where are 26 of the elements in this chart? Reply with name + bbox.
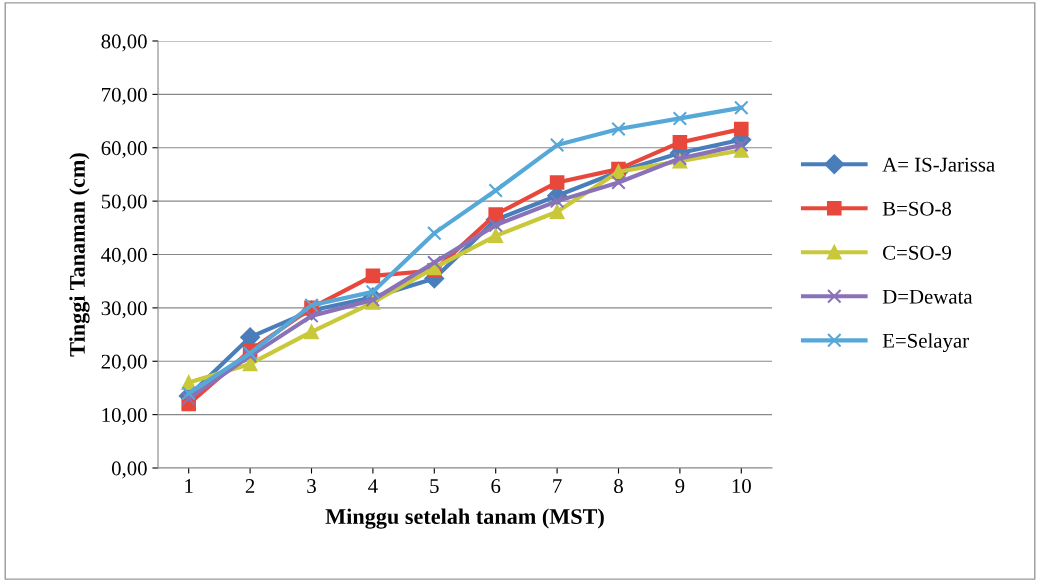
x-tick-label: 8 [614,479,623,494]
y-tick-label: 50,00 [101,194,147,212]
x-tick-label: 5 [430,479,439,494]
y-axis-title: Tinggi Tanaman (cm) [69,153,90,357]
x-tick-label: 10 [732,479,751,494]
x-tick-label: 7 [553,479,562,493]
y-tick-label: 20,00 [101,354,147,372]
legend-label: A= IS-Jarissa [882,157,995,172]
y-tick-label: 0,00 [111,461,147,479]
y-tick-label: 40,00 [101,247,147,265]
y-tick-label: 60,00 [101,141,147,159]
y-tick-label: 30,00 [101,301,147,319]
x-tick-label: 6 [491,479,501,494]
x-tick-label: 9 [675,479,685,494]
legend-label: E=Selayar [882,333,969,353]
y-tick-label: 70,00 [102,87,147,105]
legend-label: D=Dewata [882,289,973,304]
y-tick-label: 80,00 [101,34,147,52]
x-tick-label: 4 [368,479,378,493]
legend-label: C=SO-9 [883,245,951,260]
x-tick-label: 3 [307,479,316,494]
x-tick-label: 1 [185,479,193,493]
legend-label: B=SO-8 [882,201,952,216]
y-tick-label: 10,00 [102,408,147,426]
x-tick-label: 2 [245,479,255,493]
x-axis-title: Minggu setelah tanam (MST) [325,508,604,529]
